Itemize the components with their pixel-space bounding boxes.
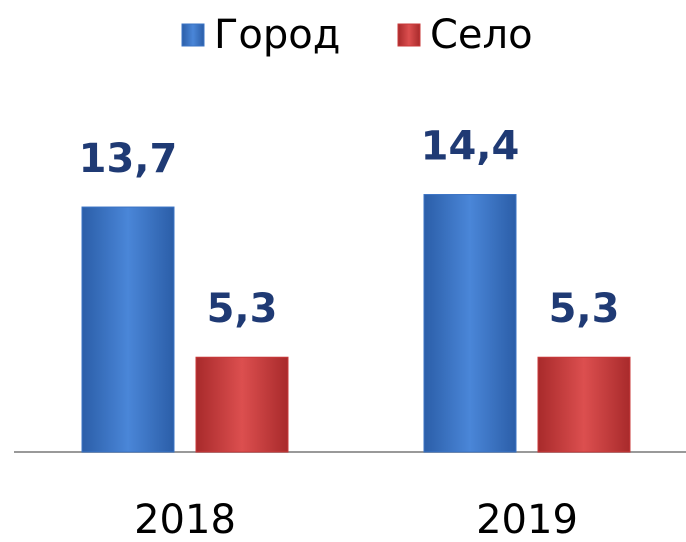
value-label: 13,7: [79, 136, 178, 182]
bar: [423, 194, 517, 453]
value-label: 14,4: [421, 124, 520, 170]
bar: [195, 356, 289, 453]
bar: [81, 206, 175, 453]
x-tick-label: 2018: [134, 497, 236, 542]
legend-swatch: [181, 23, 205, 47]
value-label: 5,3: [549, 286, 620, 332]
legend-label: Село: [430, 12, 533, 58]
x-tick-label: 2019: [476, 497, 578, 542]
bar: [537, 356, 631, 453]
legend-label: Город: [214, 12, 340, 58]
legend-swatch: [397, 23, 421, 47]
value-label: 5,3: [207, 286, 278, 332]
